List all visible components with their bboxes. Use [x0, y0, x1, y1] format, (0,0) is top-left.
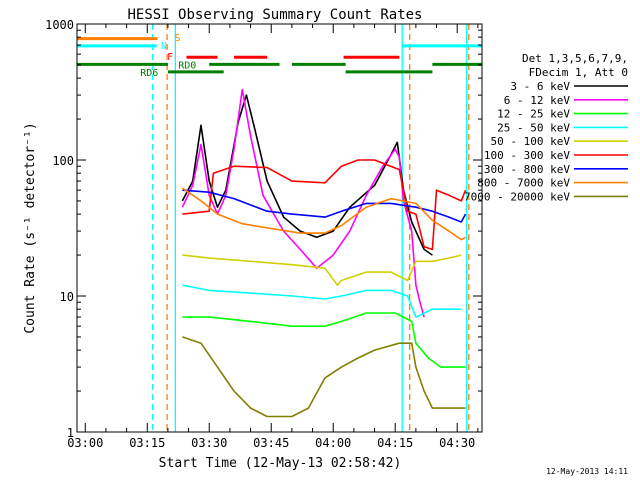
x-tick-label: 04:15 — [377, 436, 413, 450]
y-tick-label: 1000 — [45, 18, 74, 32]
flag-bars — [77, 37, 482, 74]
x-axis-label: Start Time (12-May-13 02:58:42) — [159, 456, 402, 471]
plot-frame — [76, 23, 483, 433]
series-line-9 — [182, 336, 466, 418]
series-line-4 — [182, 284, 462, 318]
legend-entry-label: 7000 - 20000 keV — [464, 190, 570, 203]
plot-area: SNF RD0 RD6 — [77, 24, 482, 432]
legend-entry-label: 100 - 300 keV — [484, 149, 570, 162]
legend-header-line-2: FDecim 1, Att 0 — [529, 66, 628, 79]
series-line-7 — [182, 189, 467, 223]
legend: Det 1,3,5,6,7,9, FDecim 1, Att 0 3 - 6 k… — [464, 52, 628, 203]
y-axis-ticks: 1 10 100 1000 — [45, 18, 482, 440]
legend-entry-label: 3 - 6 keV — [510, 80, 570, 93]
flag-labels: SNF RD0 RD6 — [140, 33, 196, 79]
series-line-8 — [181, 187, 466, 241]
x-tick-label: 03:15 — [129, 436, 165, 450]
legend-entry-label: 25 - 50 keV — [497, 121, 570, 134]
x-tick-label: 03:30 — [191, 436, 227, 450]
flag-label: RD6 — [140, 68, 158, 79]
legend-header-line-1: Det 1,3,5,6,7,9, — [522, 52, 628, 65]
vertical-markers — [151, 24, 470, 432]
series-line-3 — [182, 312, 466, 368]
data-series — [181, 88, 467, 418]
flag-label: RD0 — [178, 60, 196, 71]
x-axis-ticks: 03:00 03:15 03:30 03:45 04:00 04:15 04:30 — [67, 24, 479, 450]
y-tick-label: 10 — [60, 290, 74, 304]
legend-entry-label: 800 - 7000 keV — [477, 177, 570, 190]
y-tick-label: 1 — [67, 426, 74, 440]
legend-entry-label: 50 - 100 keV — [491, 135, 571, 148]
legend-entry-label: 6 - 12 keV — [504, 94, 571, 107]
legend-entry-label: 12 - 25 keV — [497, 108, 570, 121]
chart-title: HESSI Observing Summary Count Rates — [127, 7, 422, 23]
y-axis-label: Count Rate (s⁻¹ detector⁻¹) — [23, 122, 38, 333]
flag-label: S — [175, 33, 181, 44]
series-line-5 — [182, 254, 462, 287]
x-tick-label: 04:00 — [315, 436, 351, 450]
x-tick-label: 03:45 — [253, 436, 289, 450]
flag-label: F — [167, 52, 173, 63]
legend-entry-label: 300 - 800 keV — [484, 163, 570, 176]
x-tick-label: 03:00 — [67, 436, 103, 450]
x-tick-label: 04:30 — [439, 436, 475, 450]
footer-timestamp: 12-May-2013 14:11 — [546, 467, 628, 476]
flag-label: N — [161, 41, 167, 52]
series-line-6 — [182, 159, 467, 251]
y-tick-label: 100 — [52, 154, 74, 168]
